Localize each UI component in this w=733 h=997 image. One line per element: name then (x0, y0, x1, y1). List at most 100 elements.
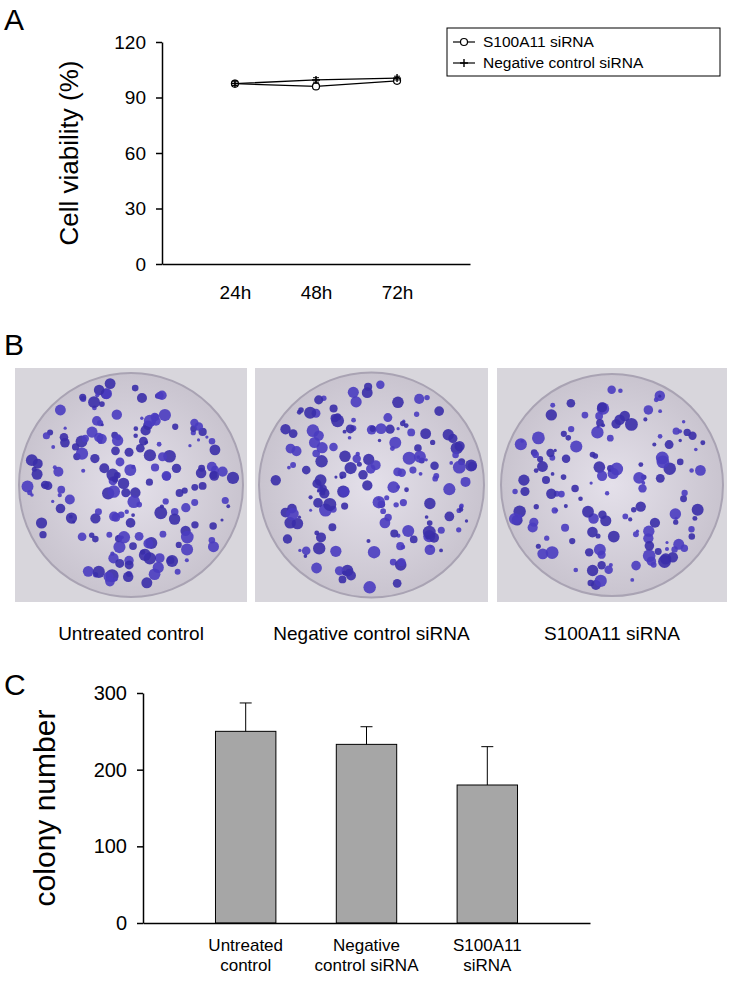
colony (571, 485, 578, 492)
plate-photo (497, 368, 727, 602)
colony (396, 542, 404, 550)
photo-background (497, 368, 727, 602)
colony (339, 472, 346, 479)
colony (340, 487, 350, 497)
colony (176, 542, 182, 548)
y-axis: 0100200300 (94, 682, 144, 934)
colony (309, 509, 312, 512)
legend-item: Negative control siRNA (453, 54, 644, 71)
colony (158, 452, 167, 461)
colony (144, 415, 156, 427)
colony (60, 438, 70, 448)
colony (582, 506, 594, 518)
colony (562, 455, 570, 463)
colony (680, 495, 687, 502)
colony (334, 476, 337, 479)
y-tick-mark (156, 264, 162, 266)
colony (124, 464, 136, 476)
colony (185, 558, 189, 562)
colony (22, 480, 34, 492)
plate-photo (15, 368, 247, 602)
colony (348, 436, 352, 440)
colony (456, 527, 461, 532)
colony (419, 472, 423, 476)
colony (69, 515, 73, 519)
colony (287, 466, 291, 470)
plate-caption: S100A11 siRNA (544, 623, 680, 644)
colony (591, 426, 603, 438)
colony (344, 462, 356, 474)
colony (643, 525, 654, 536)
y-tick-mark (137, 923, 143, 925)
colony (140, 417, 143, 420)
colony (348, 387, 359, 398)
bar (457, 785, 517, 923)
colony (655, 548, 662, 555)
colony (596, 419, 604, 427)
colony (136, 444, 145, 453)
colony (384, 495, 389, 500)
colony (191, 484, 198, 491)
colony (56, 504, 66, 514)
colony (314, 395, 323, 404)
colony (283, 534, 292, 543)
colony (319, 485, 327, 493)
colony (356, 452, 360, 456)
colony (380, 508, 386, 514)
colony (688, 526, 694, 532)
colony (116, 458, 125, 467)
colony (424, 498, 435, 509)
colony (681, 490, 687, 496)
colony (537, 461, 548, 472)
y-tick: 300 (94, 682, 143, 704)
colony (414, 412, 419, 417)
colony (630, 578, 634, 582)
colony (387, 481, 399, 493)
colony (607, 386, 615, 394)
colony (694, 448, 698, 452)
colony (654, 397, 659, 402)
colony (397, 558, 405, 566)
colony (407, 428, 415, 436)
colony (286, 508, 299, 521)
colony (383, 413, 392, 422)
colony (26, 454, 38, 466)
colony (550, 403, 555, 408)
x-tick-label: 24h (220, 282, 252, 303)
legend-item: S100A11 siRNA (453, 33, 595, 50)
colony (175, 569, 181, 575)
colony (111, 446, 120, 455)
colony (692, 516, 697, 521)
colony (127, 495, 140, 508)
data-point (313, 83, 320, 90)
colony (434, 406, 444, 416)
colony (420, 428, 431, 439)
colony (414, 394, 424, 404)
colony (520, 487, 529, 496)
colony (101, 423, 104, 426)
colony (378, 439, 381, 442)
colony (166, 555, 178, 567)
colony (358, 470, 367, 479)
colony (132, 385, 139, 392)
colony (607, 435, 614, 442)
y-tick-label: 200 (94, 759, 127, 781)
y-tick-mark (156, 208, 162, 210)
colony (157, 442, 162, 447)
colony (97, 420, 103, 426)
colony (302, 466, 311, 475)
colony (546, 409, 557, 420)
colony (94, 385, 105, 396)
data-point (393, 74, 401, 82)
colony (125, 448, 134, 457)
y-tick-mark (137, 769, 143, 771)
x-tick-label: Negativecontrol siRNA (315, 936, 420, 975)
colony (362, 480, 372, 490)
colony (561, 431, 567, 437)
colony (133, 426, 138, 431)
colony (290, 462, 296, 468)
colony (313, 542, 325, 554)
colony (304, 554, 308, 558)
colony (578, 496, 583, 501)
colony (597, 402, 609, 414)
